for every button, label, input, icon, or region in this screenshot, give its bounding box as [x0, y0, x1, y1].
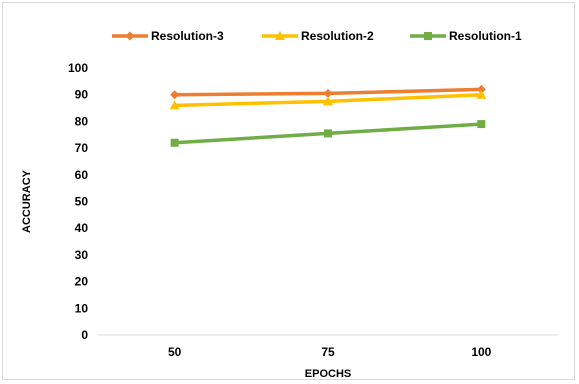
x-axis-title: EPOCHS — [305, 368, 351, 380]
y-tick-label: 80 — [75, 114, 89, 128]
x-tick-label: 50 — [168, 345, 182, 359]
data-point — [476, 89, 487, 99]
legend-label: Resolution-2 — [301, 29, 374, 43]
y-tick-label: 70 — [75, 141, 89, 155]
x-tick-label: 75 — [321, 345, 335, 359]
y-tick-label: 0 — [81, 328, 88, 342]
legend-marker — [125, 31, 135, 41]
legend-label: Resolution-1 — [449, 29, 522, 43]
data-point — [477, 120, 486, 129]
x-axis-ticks: 50 75 100 — [168, 345, 492, 359]
data-point — [169, 100, 180, 110]
data-point — [170, 90, 180, 100]
legend: Resolution-3 Resolution-2 Resolution-1 — [112, 29, 522, 43]
legend-item: Resolution-2 — [262, 29, 374, 43]
legend-marker — [275, 31, 285, 40]
chart-frame — [2, 2, 575, 380]
x-tick-label: 100 — [471, 345, 491, 359]
legend-item: Resolution-3 — [112, 29, 224, 43]
data-point — [170, 138, 179, 147]
series-resolution-1 — [170, 120, 486, 147]
data-point — [324, 129, 332, 138]
y-tick-label: 100 — [68, 61, 88, 75]
y-axis-ticks: 0 10 20 30 40 50 60 70 80 90 100 — [68, 61, 88, 342]
data-point — [476, 84, 486, 94]
y-tick-label: 30 — [75, 248, 89, 262]
data-point — [323, 88, 333, 98]
legend-label: Resolution-3 — [151, 29, 224, 43]
legend-marker — [424, 32, 432, 40]
series-resolution-3 — [170, 84, 486, 100]
series-resolution-2 — [169, 89, 487, 110]
series-layer — [169, 84, 487, 147]
y-axis-title: ACCURACY — [21, 169, 33, 233]
y-tick-label: 40 — [75, 221, 89, 235]
y-tick-label: 90 — [75, 88, 89, 102]
legend-item: Resolution-1 — [410, 29, 522, 43]
y-tick-label: 20 — [75, 275, 89, 289]
y-tick-label: 50 — [75, 195, 89, 209]
y-tick-label: 10 — [75, 301, 89, 315]
data-point — [323, 96, 333, 106]
y-tick-label: 60 — [75, 168, 89, 182]
